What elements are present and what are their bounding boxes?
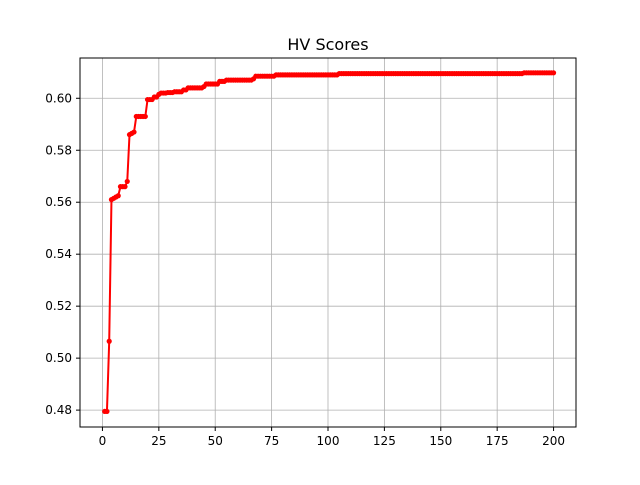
axis-ticks: 0 25 50 75 100 125 150 175 200 0.48 0.50 0.52 0.54 0.… (45, 91, 565, 448)
x-tick-label: 175 (486, 434, 509, 448)
grid (80, 58, 576, 427)
data-point (550, 70, 557, 76)
data-point (142, 113, 148, 120)
chart-title: HV Scores (287, 35, 368, 54)
y-tick-label: 0.50 (45, 351, 72, 365)
y-tick-label: 0.56 (45, 195, 72, 209)
data-point (104, 408, 110, 415)
data-point (106, 338, 112, 344)
x-tick-label: 125 (373, 434, 396, 448)
x-tick-label: 25 (151, 434, 166, 448)
x-tick-label: 150 (429, 434, 452, 448)
y-tick-label: 0.54 (45, 247, 72, 261)
plot-area (102, 70, 557, 415)
y-tick-label: 0.60 (45, 91, 72, 105)
y-tick-label: 0.58 (45, 143, 72, 157)
data-point (122, 184, 128, 190)
x-tick-label: 75 (264, 434, 279, 448)
y-tick-label: 0.48 (45, 403, 72, 417)
x-tick-label: 50 (208, 434, 223, 448)
x-tick-label: 0 (99, 434, 107, 448)
y-tick-label: 0.52 (45, 299, 72, 313)
data-point (124, 178, 130, 185)
data-point (115, 193, 121, 199)
x-tick-label: 100 (317, 434, 340, 448)
data-point (131, 129, 137, 135)
x-tick-label: 200 (542, 434, 565, 448)
